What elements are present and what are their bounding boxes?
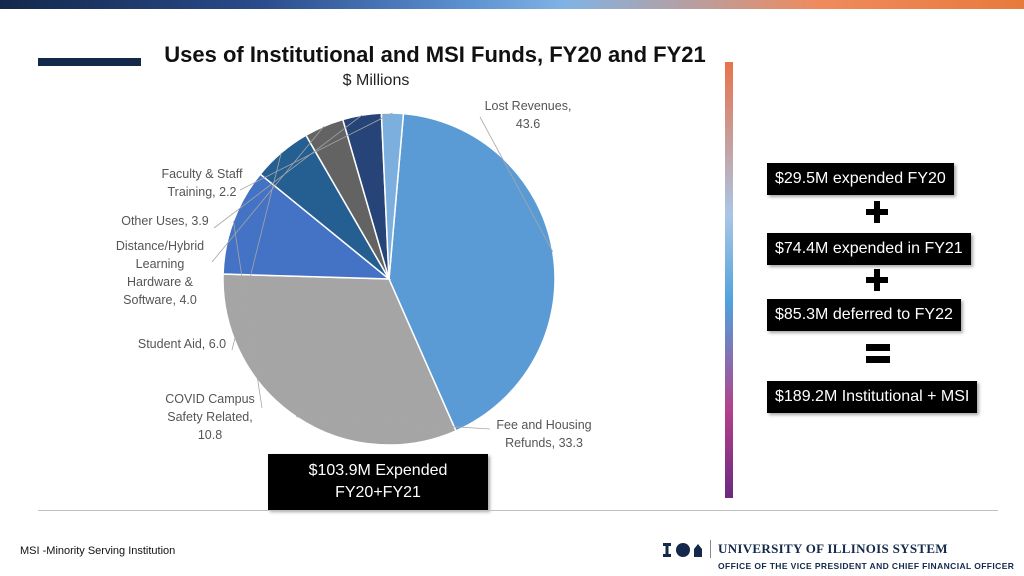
- slice-label: Lost Revenues, 43.6: [485, 99, 572, 131]
- expended-total-box: $103.9M Expended FY20+FY21: [268, 454, 488, 510]
- total-funds-box: $189.2M Institutional + MSI: [767, 381, 978, 413]
- slice-label: Faculty & Staff Training, 2.2: [161, 167, 243, 199]
- pie-slice: [380, 112, 405, 280]
- office-name: OFFICE OF THE VICE PRESIDENT AND CHIEF F…: [718, 561, 1015, 571]
- chart-subtitle: $ Millions: [342, 72, 410, 89]
- slice-leader-line: [233, 220, 263, 409]
- fy22-deferred-box: $85.3M deferred to FY22: [767, 299, 961, 331]
- logo-separator: [710, 540, 711, 558]
- expended-total-line1: $103.9M Expended: [308, 462, 448, 479]
- expended-total-line2: FY20+FY21: [335, 484, 421, 501]
- slice-label: COVID Campus Safety Related, 10.8: [165, 392, 255, 442]
- slice-leader-line: [231, 152, 282, 351]
- vertical-gradient-divider: [725, 62, 733, 498]
- equals-icon: [866, 344, 890, 363]
- plus-icon: [866, 201, 888, 223]
- slice-leader-line: [296, 416, 491, 430]
- slice-leader-line: [211, 126, 325, 263]
- title-accent-line: [38, 58, 141, 66]
- slice-label: Distance/Hybrid Learning Hardware & Softwar…: [116, 239, 204, 307]
- university-logo: UNIVERSITY OF ILLINOIS SYSTEM OFFICE OF …: [660, 538, 1020, 574]
- footer-divider: [38, 510, 998, 511]
- fy20-expended-box: $29.5M expended FY20: [767, 163, 954, 195]
- campus-marks-icon: [663, 543, 702, 557]
- slice-label: Student Aid, 6.0: [138, 337, 226, 351]
- pie-slice: [222, 273, 457, 446]
- chart-title: Uses of Institutional and MSI Funds, FY2…: [164, 42, 706, 67]
- top-gradient-bar: [0, 0, 1024, 9]
- plus-icon: [866, 269, 888, 291]
- slice-leader-line: [239, 112, 393, 191]
- footnote: MSI -Minority Serving Institution: [20, 545, 176, 557]
- slice-label: Other Uses, 3.9: [121, 214, 209, 228]
- university-name: UNIVERSITY OF ILLINOIS SYSTEM: [718, 541, 948, 556]
- slice-leader-line: [479, 116, 554, 253]
- slice-leader-line: [213, 114, 363, 229]
- fy21-expended-box: $74.4M expended in FY21: [767, 233, 971, 265]
- slice-label: Fee and Housing Refunds, 33.3: [496, 418, 591, 450]
